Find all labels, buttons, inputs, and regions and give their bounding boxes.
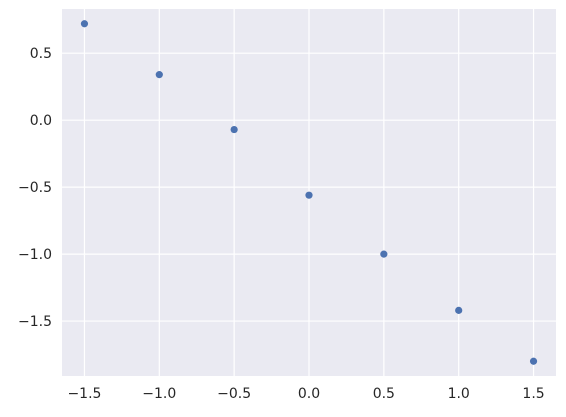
x-tick-label: 1.5 <box>522 386 544 402</box>
data-point <box>455 306 463 314</box>
data-point <box>230 125 238 134</box>
y-axis-ticks: 0.5 0.0 −0.5 −1.0 −1.5 <box>18 46 52 330</box>
data-point <box>529 357 538 365</box>
y-tick-label: −1.5 <box>18 314 52 330</box>
data-point <box>80 20 89 28</box>
y-tick-label: 0.5 <box>30 46 52 62</box>
x-tick-label: −0.5 <box>217 386 251 402</box>
y-tick-label: −0.5 <box>18 180 52 196</box>
x-tick-label: −1.5 <box>67 386 101 402</box>
x-axis-ticks: −1.5 −1.0 −0.5 0.0 0.5 1.0 1.5 <box>67 386 544 402</box>
y-tick-label: 0.0 <box>30 113 52 129</box>
data-point <box>155 71 163 79</box>
grid-lines <box>62 9 556 376</box>
data-point <box>380 250 388 258</box>
y-tick-label: −1.0 <box>18 247 52 263</box>
data-points <box>80 20 538 365</box>
x-tick-label: −1.0 <box>142 386 176 402</box>
x-tick-label: 0.5 <box>373 386 395 402</box>
x-tick-label: 1.0 <box>448 386 470 402</box>
x-tick-label: 0.0 <box>298 386 320 402</box>
data-point <box>305 191 313 199</box>
